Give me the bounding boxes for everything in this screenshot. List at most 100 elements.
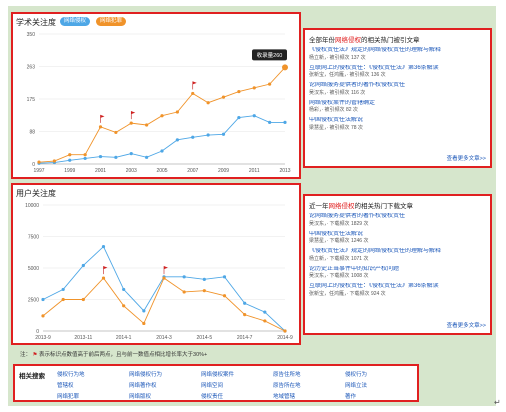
article-link[interactable]: 互联网上的侵权责任：《侵权责任法》第36条解读 bbox=[309, 283, 439, 289]
related-search-link[interactable]: 侵权行为地 bbox=[57, 372, 85, 378]
data-point bbox=[142, 321, 146, 326]
related-search-link[interactable]: 著作 bbox=[345, 394, 357, 400]
related-search-link[interactable]: 原告所在地 bbox=[273, 383, 301, 389]
data-point bbox=[243, 313, 247, 317]
cited-articles-list: 《侵权责任法》规定的网络侵权责任的理解与解释 杨立新，· 被引频次 137 次 … bbox=[309, 47, 489, 135]
y-tick-label: 175 bbox=[27, 97, 36, 103]
list-item: 中国侵权责任法解说 梁慧星，· 被引频次 78 次 bbox=[309, 117, 489, 131]
related-search-link[interactable]: 侵权责任 bbox=[201, 394, 224, 400]
cited-articles-panel: 全部年份网络侵权的相关热门被引文章 《侵权责任法》规定的网络侵权责任的理解与解释… bbox=[303, 28, 492, 168]
related-search-link[interactable]: 网络侵权行为 bbox=[129, 372, 163, 378]
data-point bbox=[222, 294, 227, 298]
article-meta: 吴汉东，· 被引频次 116 次 bbox=[309, 89, 366, 96]
related-search-link[interactable]: 网络空间 bbox=[201, 383, 224, 389]
data-point bbox=[175, 138, 179, 142]
related-search-link[interactable]: 原告住所地 bbox=[273, 372, 301, 378]
data-point bbox=[202, 277, 206, 281]
flag-marker bbox=[164, 266, 168, 270]
article-meta: 吴汉东，· 下载频次 1829 次 bbox=[309, 220, 369, 227]
downloaded-articles-heading: 近一年网络侵权的相关热门下载文章 bbox=[309, 203, 413, 210]
x-tick-label: 1999 bbox=[64, 168, 75, 174]
related-search-link[interactable]: 网络著作权 bbox=[129, 383, 157, 389]
data-point bbox=[129, 152, 133, 156]
article-meta: 张新宝，任鸿雁，· 下载频次 924 次 bbox=[309, 290, 386, 297]
return-arrow-icon: ↵ bbox=[494, 398, 501, 407]
data-point bbox=[101, 244, 106, 249]
tab-network-crime[interactable]: 网络犯罪 bbox=[96, 17, 127, 26]
x-tick-label: 2001 bbox=[95, 168, 106, 174]
more-cited-articles-link[interactable]: 查看更多文章>> bbox=[446, 156, 486, 162]
academic-attention-title: 学术关注度 bbox=[16, 18, 56, 27]
x-tick-label: 1997 bbox=[33, 168, 44, 174]
list-item: 《侵权责任法》规定的网络侵权责任的理解与解释 杨立新，· 下载频次 1071 次 bbox=[309, 248, 489, 262]
more-downloaded-articles-link[interactable]: 查看更多文章>> bbox=[446, 323, 486, 329]
article-link[interactable]: 网络侵权案件的管辖确定 bbox=[309, 99, 376, 106]
y-tick-label: 0 bbox=[32, 162, 35, 168]
related-search-link[interactable]: 网络立法 bbox=[345, 383, 368, 389]
data-point bbox=[268, 120, 272, 124]
related-search-link[interactable]: 侵权行为 bbox=[345, 372, 368, 378]
y-tick-label: 10000 bbox=[25, 203, 39, 209]
data-point bbox=[237, 115, 241, 120]
data-point bbox=[68, 158, 72, 162]
tab-network-infringement[interactable]: 网络侵权 bbox=[60, 17, 91, 26]
data-point bbox=[114, 130, 118, 135]
y-tick-label: 350 bbox=[27, 32, 36, 38]
series-line bbox=[42, 277, 286, 332]
article-link[interactable]: 《侵权责任法》规定的网络侵权责任的理解与解释 bbox=[309, 248, 442, 254]
data-point bbox=[162, 276, 166, 280]
downloaded-articles-list: 论网络服务提供者的著作权侵权责任 吴汉东，· 下载频次 1829 次 中国侵权责… bbox=[309, 213, 489, 301]
data-point bbox=[221, 132, 226, 136]
related-search-link[interactable]: 管辖权 bbox=[57, 383, 74, 389]
article-link[interactable]: 中国侵权责任法解说 bbox=[309, 117, 364, 123]
data-point bbox=[83, 153, 87, 157]
data-point bbox=[52, 159, 56, 163]
data-point bbox=[41, 314, 45, 318]
data-point bbox=[61, 297, 65, 302]
article-link[interactable]: 论网络服务提供者的著作权侵权责任 bbox=[309, 213, 406, 219]
list-item: 互联网上的侵权责任：《侵权责任法》第36条解读 张新宝，任鸿雁，· 下载频次 9… bbox=[309, 283, 489, 297]
data-point bbox=[252, 86, 256, 90]
article-link[interactable]: 论历史正当事件中的知识产权问题 bbox=[309, 265, 400, 272]
data-point bbox=[206, 133, 210, 137]
related-searches-grid: 侵权行为地 网络侵权行为 网络侵权案件 原告住所地 侵权行为 管辖权 网络著作权… bbox=[57, 370, 417, 403]
data-point bbox=[268, 82, 272, 86]
data-point bbox=[122, 287, 126, 292]
x-tick-label: 2005 bbox=[156, 168, 167, 174]
data-point bbox=[243, 301, 247, 305]
data-point bbox=[283, 329, 287, 333]
x-tick-label: 2014-1 bbox=[116, 335, 132, 341]
x-tick-label: 2003 bbox=[126, 168, 137, 174]
cited-articles-heading: 全部年份网络侵权的相关热门被引文章 bbox=[309, 37, 420, 44]
article-link[interactable]: 中国侵权责任法解说 bbox=[309, 230, 364, 237]
article-link[interactable]: 论网络服务提供者的著作权侵权责任 bbox=[309, 82, 406, 88]
related-search-link[interactable]: 地域管辖 bbox=[273, 394, 296, 400]
data-point bbox=[114, 155, 118, 159]
data-point bbox=[41, 297, 45, 302]
data-point bbox=[98, 125, 103, 129]
data-point bbox=[206, 101, 210, 105]
list-item: 互联网上的侵权责任：《侵权责任法》第36条解读 张新宝，任鸿雁，· 被引频次 1… bbox=[309, 65, 489, 79]
related-search-link[interactable]: 网络版权 bbox=[129, 394, 152, 400]
highlighted-point bbox=[282, 64, 288, 71]
data-point bbox=[191, 91, 195, 96]
downloaded-articles-panel: 近一年网络侵权的相关热门下载文章 论网络服务提供者的著作权侵权责任 吴汉东，· … bbox=[303, 194, 492, 335]
data-point bbox=[252, 114, 256, 118]
article-link[interactable]: 互联网上的侵权责任：《侵权责任法》第36条解读 bbox=[309, 64, 439, 71]
data-point bbox=[263, 310, 267, 314]
data-point bbox=[61, 287, 65, 292]
x-tick-label: 2014-3 bbox=[156, 335, 172, 341]
article-meta: 杨彩，· 被引频次 82 次 bbox=[309, 107, 358, 113]
data-point bbox=[160, 114, 164, 118]
academic-attention-chart: 0 88 175 263 350 1997 1999 2001 2003 2005 2007 2009… bbox=[27, 32, 291, 174]
related-search-link[interactable]: 网络犯罪 bbox=[57, 394, 80, 400]
user-attention-panel: 用户关注度 0 2500 5000 7500 10000 2013-9 2013-11 201… bbox=[11, 183, 301, 345]
related-search-link[interactable]: 网络侵权案件 bbox=[201, 372, 235, 378]
list-item: 论网络服务提供者的著作权侵权责任 吴汉东，· 被引频次 116 次 bbox=[309, 82, 489, 96]
data-point bbox=[81, 297, 85, 302]
x-tick-label: 2014-5 bbox=[197, 335, 213, 341]
data-point bbox=[202, 289, 206, 293]
article-link[interactable]: 《侵权责任法》规定的网络侵权责任的理解与解释 bbox=[309, 47, 442, 53]
y-tick-label: 2500 bbox=[28, 298, 39, 304]
article-meta: 梁慧星，· 被引频次 78 次 bbox=[309, 124, 363, 131]
